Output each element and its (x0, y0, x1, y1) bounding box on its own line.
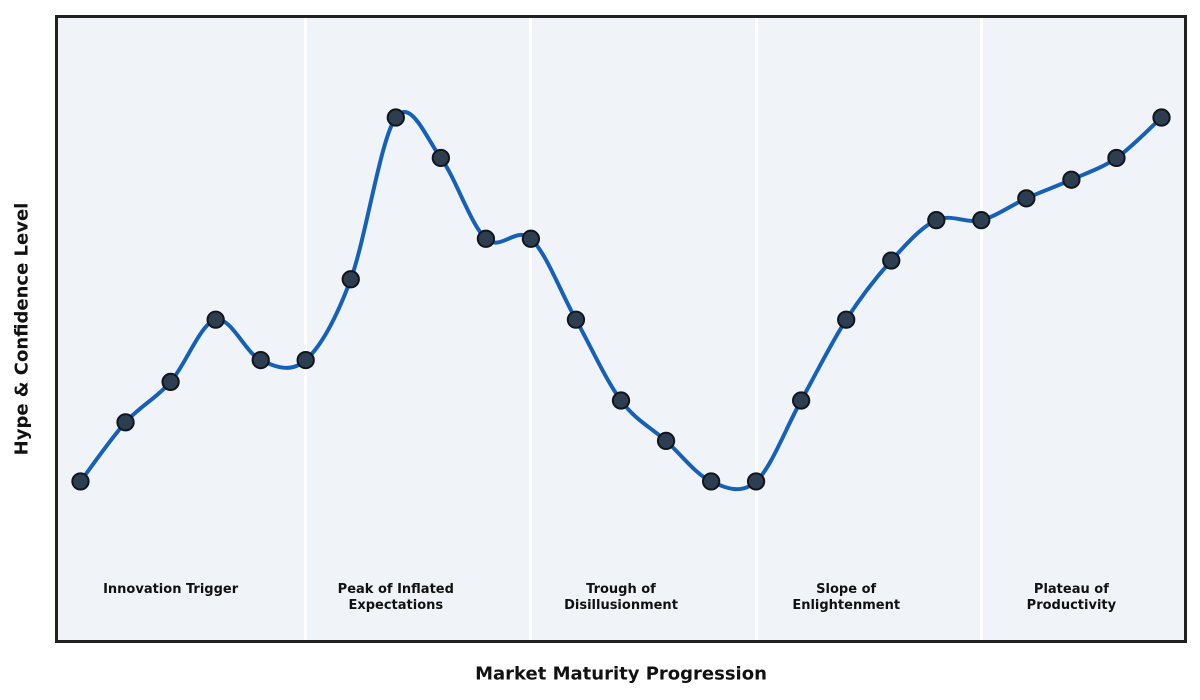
data-points (71, 108, 1171, 491)
data-point (746, 472, 766, 491)
data-point (1152, 108, 1171, 127)
data-point (116, 413, 135, 432)
data-point (791, 391, 811, 410)
phase-label: Plateau of Productivity (1026, 582, 1117, 613)
data-point (1017, 189, 1036, 208)
data-point (251, 350, 270, 370)
data-point (1107, 148, 1126, 168)
data-point (386, 108, 405, 127)
data-point (701, 472, 721, 491)
data-point (566, 310, 586, 329)
phase-label: Trough of Disillusionment (564, 582, 678, 613)
plot-background: Innovation Trigger Peak of Inflated Expe… (58, 18, 1184, 640)
phase-label: Peak of Inflated Expectations (337, 582, 454, 613)
data-point (206, 310, 225, 329)
data-point (431, 148, 451, 168)
phase-divider (754, 18, 758, 640)
hype-curve-svg (71, 108, 1171, 492)
phase-divider (304, 18, 308, 640)
data-point (656, 431, 676, 451)
data-point (161, 372, 180, 392)
phase-label: Slope of Enlightenment (792, 582, 901, 613)
data-point (1062, 170, 1081, 189)
x-axis-label: Market Maturity Progression (475, 663, 767, 685)
data-point (296, 350, 315, 370)
data-point (837, 310, 856, 329)
hype-curve-line (78, 110, 1164, 492)
data-point (927, 211, 946, 230)
phase-divider (529, 18, 533, 640)
plot-area: Innovation Trigger Peak of Inflated Expe… (55, 15, 1187, 643)
data-point (611, 391, 631, 410)
y-axis-label: Hype & Confidence Level (11, 202, 33, 456)
data-point (71, 472, 90, 491)
data-point (882, 251, 901, 270)
phase-divider (979, 18, 983, 640)
data-point (341, 270, 360, 289)
data-point (521, 229, 541, 248)
data-point (476, 229, 496, 248)
data-point (972, 211, 991, 230)
phase-label: Innovation Trigger (103, 582, 239, 597)
